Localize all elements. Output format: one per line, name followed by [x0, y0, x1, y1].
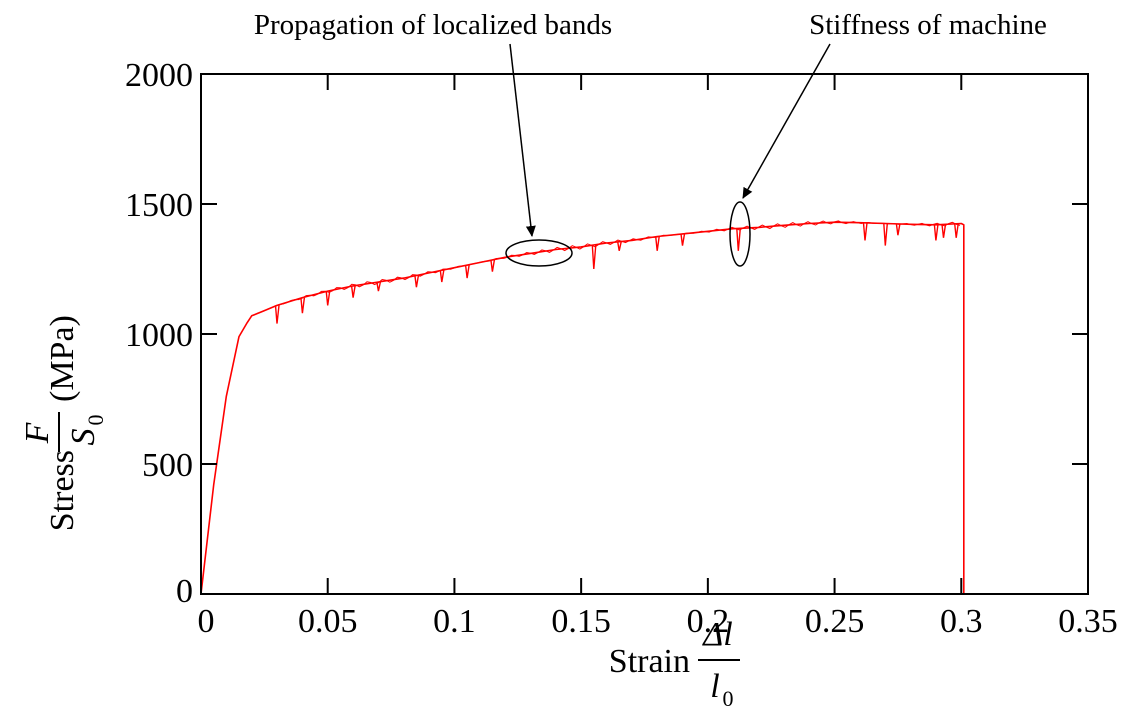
serration-17	[933, 224, 939, 241]
y-axis-label: Stress F S 0 (MPa)	[19, 315, 108, 531]
serration-6	[439, 270, 445, 283]
series-line-0	[200, 221, 965, 595]
x-tick-label-2: 0.1	[433, 603, 476, 640]
serration-7	[464, 264, 470, 279]
y-tick-label-1: 500	[142, 447, 193, 484]
serration-0	[274, 305, 280, 324]
serration-4	[376, 281, 382, 292]
plot-layer	[200, 220, 965, 595]
x-tick-label-4: 0.2	[687, 603, 730, 640]
serration-3	[350, 285, 356, 298]
y-label-prefix: Stress	[44, 450, 81, 531]
serration-9	[591, 244, 597, 270]
x-label-denominator-subscript: 0	[723, 686, 734, 711]
stiffness-ellipse	[729, 201, 751, 267]
x-label-prefix: Strain	[609, 643, 690, 680]
annotation-machine-stiffness: Stiffness of machine	[809, 9, 1047, 41]
serration-10	[617, 241, 622, 251]
serration-11	[655, 236, 660, 251]
serration-18	[941, 224, 947, 238]
bands-arrow	[509, 43, 536, 237]
serration-1	[300, 297, 306, 314]
annotation-localized-bands: Propagation of localized bands	[254, 9, 612, 41]
x-label-denominator: l	[710, 668, 719, 705]
serration-2	[325, 291, 331, 306]
tick-layer: 0 0.05 0.1 0.15 0.2 0.25 0.3 0.35 0 500 1000 1500 20…	[125, 57, 1118, 640]
serration-19	[954, 223, 959, 238]
y-tick-label-4: 2000	[125, 57, 193, 94]
serration-8	[490, 259, 496, 272]
y-tick-label-3: 1500	[125, 187, 193, 224]
y-tick-label-0: 0	[176, 573, 193, 610]
y-tick-label-2: 1000	[125, 317, 193, 354]
x-tick-label-5: 0.25	[805, 603, 865, 640]
stiffness-arrow	[742, 43, 831, 199]
serration-14	[862, 222, 868, 241]
serration-13	[736, 228, 741, 251]
series-noise-0	[256, 220, 961, 314]
serration-12	[680, 233, 686, 246]
x-tick-label-3: 0.15	[551, 603, 611, 640]
x-tick-label-1: 0.05	[298, 603, 358, 640]
y-label-numerator: F	[19, 421, 56, 444]
serration-16	[895, 223, 901, 236]
y-label-suffix: (MPa)	[44, 315, 81, 402]
x-label-numerator: Δl	[701, 616, 732, 653]
plot-frame	[200, 73, 1089, 595]
bands-ellipse	[505, 239, 573, 267]
serration-5	[414, 275, 420, 288]
y-label-denominator-subscript: 0	[83, 415, 108, 426]
x-tick-label-0: 0	[198, 603, 215, 640]
serration-15	[883, 223, 888, 246]
x-tick-label-6: 0.3	[940, 603, 983, 640]
y-label-denominator: S	[65, 429, 102, 446]
x-axis-label: Strain Δl l 0	[609, 616, 740, 711]
x-tick-label-7: 0.35	[1058, 603, 1118, 640]
